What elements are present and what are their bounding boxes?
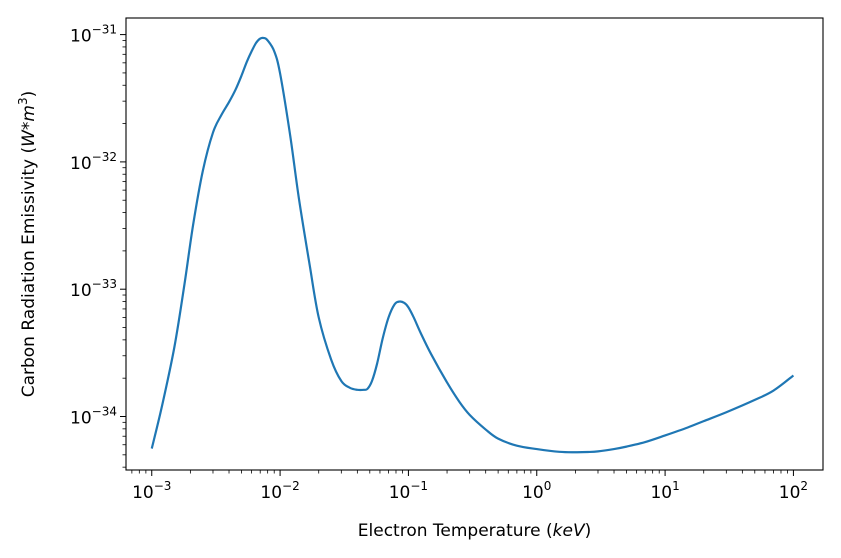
- y-axis-label-math: W*m: [19, 105, 39, 147]
- x-axis-label-suffix: ): [585, 521, 592, 541]
- x-tick-label: 100: [522, 479, 551, 503]
- series-line-0: [150, 36, 795, 454]
- y-tick-label: 10−31: [70, 23, 117, 47]
- x-axis-label-prefix: Electron Temperature (: [358, 521, 553, 541]
- x-tick-label: 102: [779, 479, 808, 503]
- x-tick-label: 10−2: [260, 479, 299, 503]
- y-tick-label: 10−32: [70, 150, 117, 174]
- plot-frame: [125, 17, 824, 471]
- major-ticks: 10−3 10−2 10−1 100 101 102 10−34 10−33 10−32 10−3…: [70, 23, 808, 503]
- y-tick-label: 10−34: [70, 405, 117, 429]
- y-axis-label-suffix: ): [19, 91, 39, 98]
- x-tick-label: 10−1: [389, 479, 428, 503]
- x-tick-label: 10−3: [132, 479, 171, 503]
- y-tick-label: 10−33: [70, 277, 117, 301]
- series-layer: [150, 36, 795, 454]
- y-axis-label-prefix: Carbon Radiation Emissivity (: [19, 147, 39, 397]
- y-axis-label: Carbon Radiation Emissivity (W*m3): [16, 91, 39, 398]
- y-axis-label-exp: 3: [16, 97, 30, 105]
- x-tick-label: 101: [650, 479, 679, 503]
- x-axis-label-math: keV: [553, 521, 586, 541]
- x-axis-label: Electron Temperature (keV): [358, 521, 591, 541]
- minor-ticks: [122, 40, 788, 474]
